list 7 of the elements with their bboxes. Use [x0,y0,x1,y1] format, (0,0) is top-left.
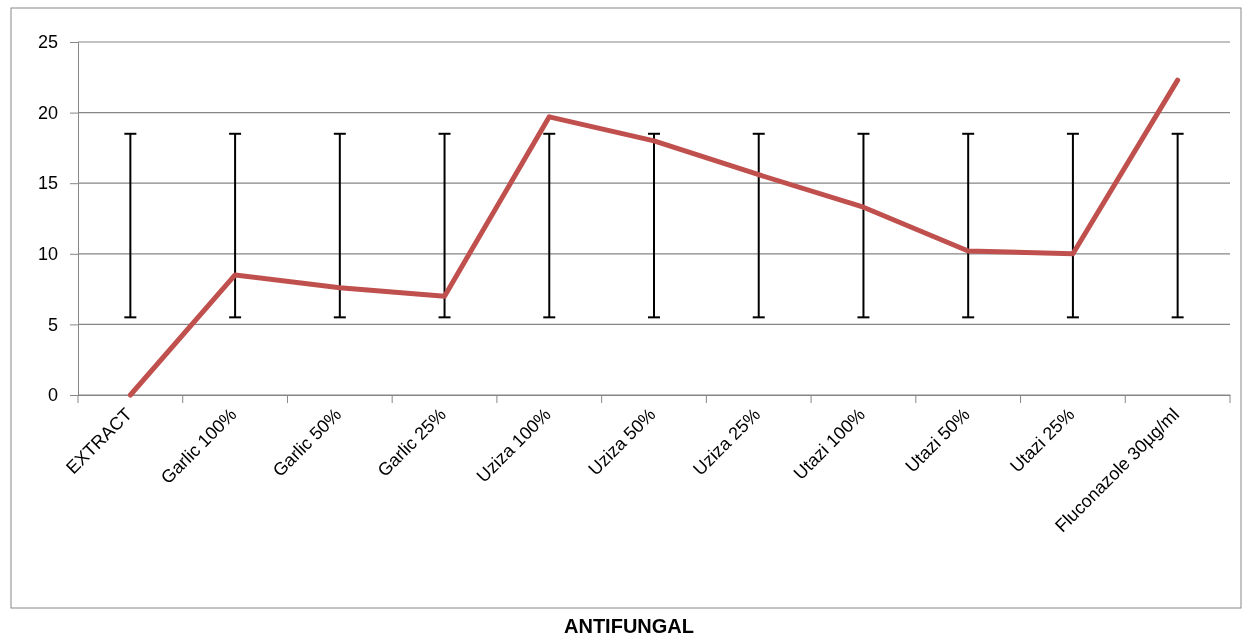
y-tick-label: 25 [37,32,58,53]
x-axis-title: ANTIFUNGAL [564,615,694,637]
y-tick-label: 20 [37,102,58,123]
y-tick-label: 10 [37,244,58,265]
y-tick-label: 5 [47,314,58,335]
y-tick-label: 15 [37,173,58,194]
y-tick-label: 0 [47,385,58,406]
